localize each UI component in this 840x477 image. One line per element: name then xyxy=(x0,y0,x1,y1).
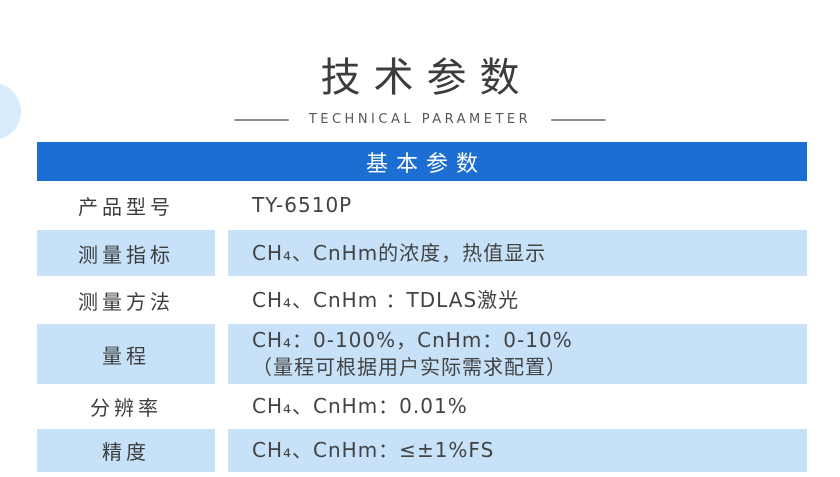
table-row-product-model: 产品型号 TY-6510P xyxy=(37,183,807,228)
row-label: 产品型号 xyxy=(78,195,174,219)
section-header-label: 基本参数 xyxy=(365,151,486,177)
row-label: 测量指标 xyxy=(37,230,215,276)
title-block: 技术参数 TECHNICAL PARAMETER xyxy=(0,45,840,127)
row-value-line1: CH₄：0-100%，CnHm：0-10% xyxy=(252,328,573,352)
row-label: 精度 xyxy=(37,429,215,472)
row-label: 测量方法 xyxy=(78,289,174,314)
table-row-accuracy: 精度 CH₄、CnHm：≤±1%FS xyxy=(37,429,807,472)
row-label: 分辨率 xyxy=(90,396,162,420)
decor-line-right xyxy=(551,118,607,121)
page-title: 技术参数 xyxy=(320,55,533,101)
row-value: CH₄、CnHm：≤±1%FS xyxy=(228,429,807,472)
spec-table: 产品型号 TY-6510P 测量指标 CH₄、CnHm的浓度，热值显示 测量方法… xyxy=(37,183,807,472)
table-row-measurement-index: 测量指标 CH₄、CnHm的浓度，热值显示 xyxy=(37,230,807,276)
row-value: CH₄、CnHm的浓度，热值显示 xyxy=(228,230,807,276)
table-row-measurement-method: 测量方法 CH₄、CnHm ：TDLAS激光 xyxy=(37,278,807,322)
row-value: CH₄：0-100%，CnHm：0-10% （量程可根据用户实际需求配置） xyxy=(228,324,807,384)
row-value-note: （量程可根据用户实际需求配置） xyxy=(252,355,567,379)
row-value: CH₄、CnHm ：TDLAS激光 xyxy=(252,287,520,312)
page-subtitle: TECHNICAL PARAMETER xyxy=(308,112,532,127)
section-header: 基本参数 xyxy=(37,142,807,181)
subtitle-row: TECHNICAL PARAMETER xyxy=(0,112,840,127)
row-value: CH₄、CnHm：0.01% xyxy=(252,394,468,418)
decor-line-left xyxy=(233,118,289,121)
decor-circle xyxy=(0,83,21,140)
table-row-resolution: 分辨率 CH₄、CnHm：0.01% xyxy=(37,386,807,427)
table-row-range: 量程 CH₄：0-100%，CnHm：0-10% （量程可根据用户实际需求配置） xyxy=(37,324,807,384)
row-value: TY-6510P xyxy=(252,193,353,217)
row-label: 量程 xyxy=(37,324,215,384)
